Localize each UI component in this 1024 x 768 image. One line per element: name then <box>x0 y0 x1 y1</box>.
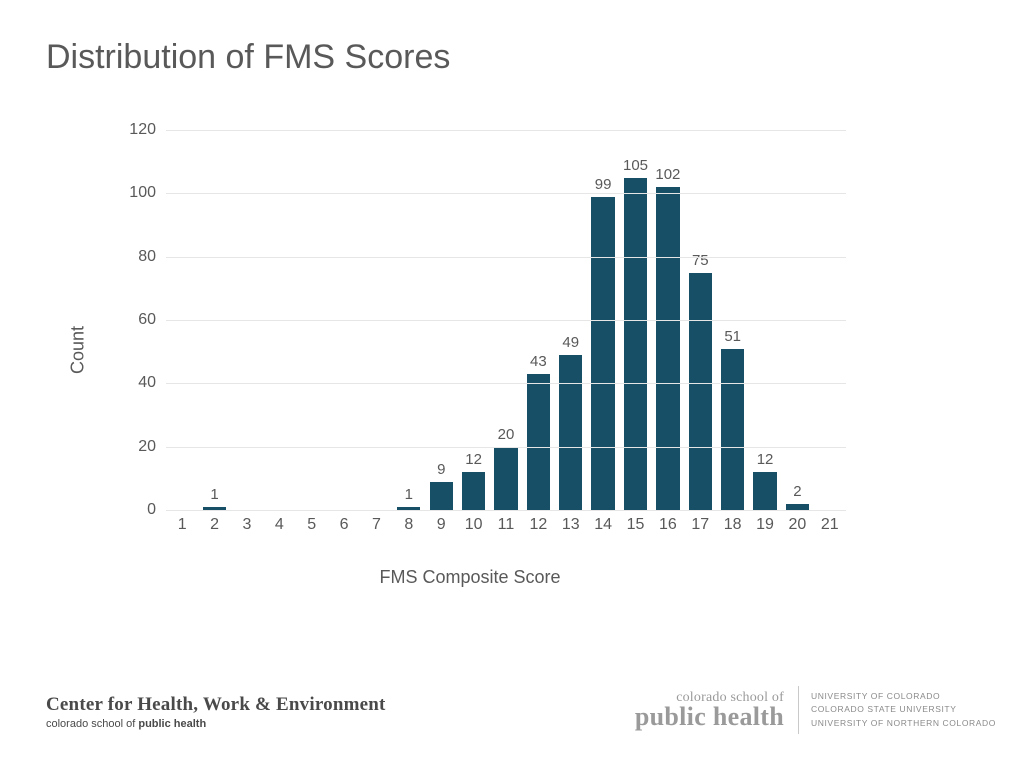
grid-line <box>166 510 846 511</box>
grid-line <box>166 320 846 321</box>
university-item: UNIVERSITY OF NORTHERN COLORADO <box>811 717 996 730</box>
x-tick-label: 6 <box>340 516 349 534</box>
grid-line <box>166 447 846 448</box>
grid-line <box>166 257 846 258</box>
bar-value-label: 1 <box>210 486 218 503</box>
university-item: COLORADO STATE UNIVERSITY <box>811 703 996 716</box>
bar <box>753 472 776 510</box>
grid-line <box>166 193 846 194</box>
x-tick-label: 7 <box>372 516 381 534</box>
bar <box>689 273 712 511</box>
x-tick-label: 16 <box>659 516 677 534</box>
page-title: Distribution of FMS Scores <box>46 38 450 77</box>
footer-divider <box>798 686 799 734</box>
logo-line2: public health <box>635 704 784 730</box>
bar-value-label: 20 <box>498 426 515 443</box>
grid-line <box>166 383 846 384</box>
bar-value-label: 51 <box>724 328 741 345</box>
center-name: Center for Health, Work & Environment <box>46 694 386 716</box>
bar-value-label: 1 <box>405 486 413 503</box>
center-subline: colorado school of public health <box>46 718 386 730</box>
footer-left: Center for Health, Work & Environment co… <box>46 694 386 730</box>
bar-value-label: 99 <box>595 176 612 193</box>
center-subline-bold: public health <box>138 718 206 730</box>
bar <box>462 472 485 510</box>
x-tick-label: 21 <box>821 516 839 534</box>
x-tick-label: 19 <box>756 516 774 534</box>
x-tick-label: 14 <box>594 516 612 534</box>
bar <box>430 482 453 511</box>
bar <box>494 447 517 510</box>
y-axis-label: Count <box>68 326 89 374</box>
x-tick-label: 3 <box>242 516 251 534</box>
x-tick-label: 10 <box>465 516 483 534</box>
y-tick-label: 20 <box>138 438 156 456</box>
bar <box>721 349 744 511</box>
y-tick-label: 40 <box>138 374 156 392</box>
x-tick-label: 2 <box>210 516 219 534</box>
university-list: UNIVERSITY OF COLORADOCOLORADO STATE UNI… <box>811 690 996 730</box>
grid-line <box>166 130 846 131</box>
y-tick-label: 80 <box>138 248 156 266</box>
bar <box>527 374 550 510</box>
x-tick-label: 1 <box>178 516 187 534</box>
x-tick-label: 13 <box>562 516 580 534</box>
y-tick-label: 0 <box>147 501 156 519</box>
bar <box>591 197 614 511</box>
fms-distribution-chart: Count 1123456718991210201143124913991410… <box>80 120 860 580</box>
public-health-logo: colorado school of public health <box>635 691 798 730</box>
slide-footer: Center for Health, Work & Environment co… <box>0 670 1024 740</box>
bar-value-label: 9 <box>437 461 445 478</box>
x-axis-label: FMS Composite Score <box>80 567 860 588</box>
bar <box>559 355 582 510</box>
x-tick-label: 5 <box>307 516 316 534</box>
footer-right: colorado school of public health UNIVERS… <box>635 686 996 734</box>
x-tick-label: 11 <box>498 516 515 534</box>
y-tick-label: 120 <box>129 121 156 139</box>
university-item: UNIVERSITY OF COLORADO <box>811 690 996 703</box>
bar-value-label: 75 <box>692 252 709 269</box>
x-tick-label: 12 <box>529 516 547 534</box>
bar <box>624 178 647 511</box>
x-tick-label: 4 <box>275 516 284 534</box>
bar-value-label: 105 <box>623 157 648 174</box>
bar-value-label: 102 <box>655 166 680 183</box>
x-tick-label: 18 <box>724 516 742 534</box>
x-tick-label: 15 <box>627 516 645 534</box>
bar-value-label: 12 <box>465 451 482 468</box>
chart-plot-area: 1123456718991210201143124913991410515102… <box>166 130 846 510</box>
x-tick-label: 17 <box>691 516 709 534</box>
bar-value-label: 49 <box>562 334 579 351</box>
bar-value-label: 2 <box>793 483 801 500</box>
center-subline-prefix: colorado school of <box>46 718 138 730</box>
x-tick-label: 20 <box>789 516 807 534</box>
bar-value-label: 43 <box>530 353 547 370</box>
y-tick-label: 60 <box>138 311 156 329</box>
bar <box>656 187 679 510</box>
x-tick-label: 8 <box>404 516 413 534</box>
y-tick-label: 100 <box>129 184 156 202</box>
bar-value-label: 12 <box>757 451 774 468</box>
x-tick-label: 9 <box>437 516 446 534</box>
